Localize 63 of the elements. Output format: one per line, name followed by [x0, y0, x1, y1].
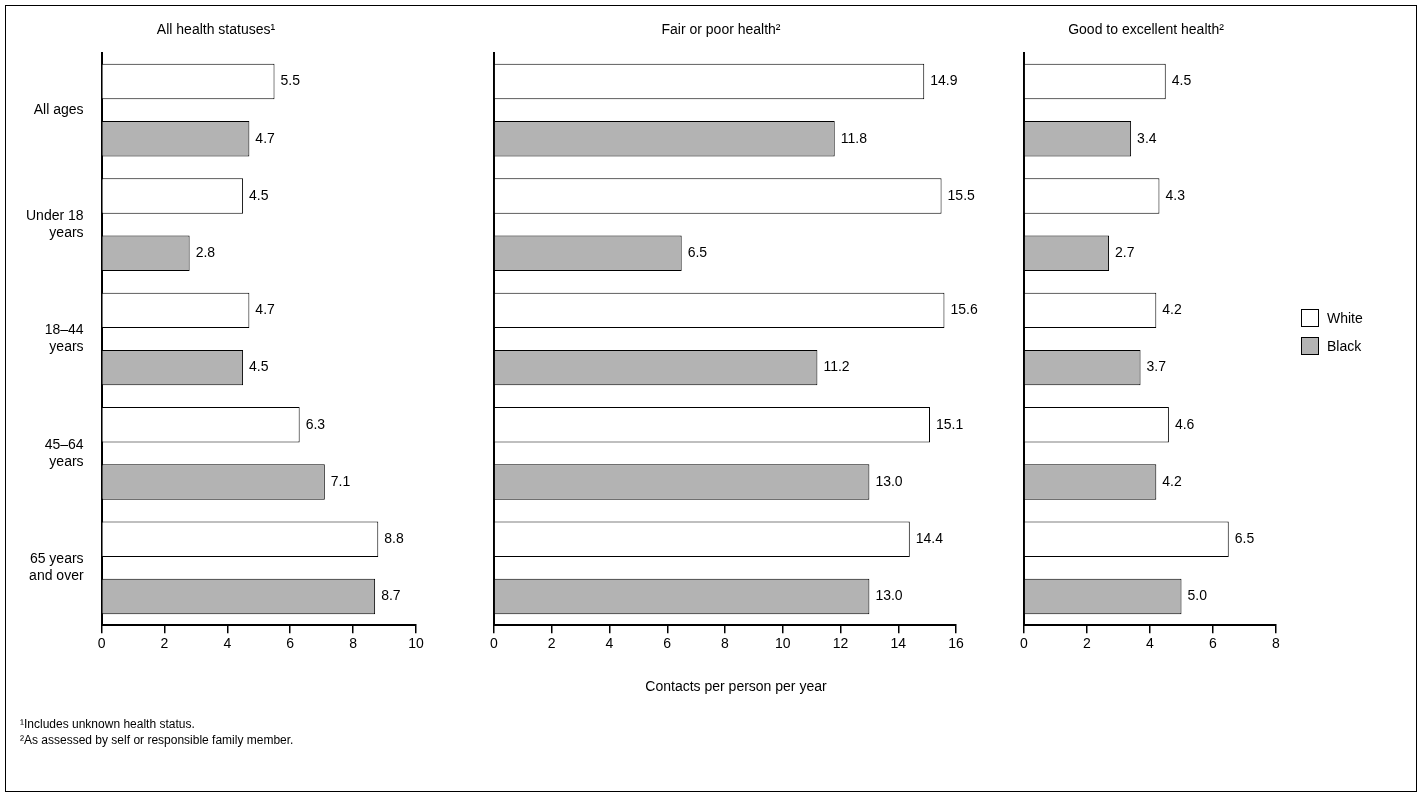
x-tick-label: 2 [160, 635, 169, 652]
data-label: 13.0 [875, 472, 903, 489]
x-tick-label: 2 [1083, 635, 1092, 652]
data-label: 4.2 [1162, 472, 1182, 489]
data-label: 8.8 [384, 530, 404, 547]
x-tick-label: 0 [1020, 635, 1029, 652]
x-tick-label: 14 [890, 635, 907, 652]
x-tick-label: 0 [97, 635, 106, 652]
y-tick-label: 18–44 years [44, 321, 84, 355]
data-label: 4.2 [1162, 301, 1182, 318]
data-label: 2.8 [195, 244, 216, 260]
data-label: 11.2 [823, 358, 850, 375]
data-label: 5.5 [280, 72, 301, 89]
data-label: 4.7 [255, 301, 276, 318]
x-tick-label: 10 [408, 635, 424, 652]
data-label: 4.5 [249, 358, 269, 375]
data-label: 13.0 [875, 587, 903, 604]
data-label: 4.5 [249, 186, 269, 203]
data-label: 4.3 [1165, 186, 1186, 203]
data-label: 6.3 [305, 415, 326, 432]
chart-title: All health statuses¹ [156, 21, 276, 38]
x-axis-title: Contacts per person per year [644, 678, 828, 694]
data-label: 14.4 [915, 530, 944, 547]
x-tick-label: 4 [605, 635, 614, 652]
x-tick-label: 8 [349, 635, 358, 652]
x-tick-label: 12 [832, 635, 849, 652]
chart-title: Good to excellent health² [1068, 21, 1225, 38]
chart-title: Fair or poor health² [661, 21, 781, 38]
data-label: 6.5 [687, 244, 708, 260]
data-label: 4.5 [1171, 72, 1192, 89]
x-tick-label: 4 [1146, 635, 1155, 652]
data-label: 11.8 [840, 129, 868, 146]
y-tick-label: All ages [33, 100, 84, 117]
y-tick-label: Under 18 years [26, 206, 84, 240]
text: ²As assessed by self or responsible family member. [20, 732, 294, 748]
data-label: 15.5 [947, 186, 976, 203]
data-label: 4.6 [1174, 415, 1195, 432]
legend-label: Black [1327, 338, 1362, 354]
data-label: 7.1 [330, 472, 351, 489]
data-label: 15.1 [936, 415, 964, 432]
data-label: 4.7 [255, 129, 276, 146]
x-tick-label: 10 [774, 635, 791, 652]
x-tick-label: 16 [948, 635, 964, 652]
data-label: 2.7 [1115, 244, 1135, 260]
x-tick-label: 4 [223, 635, 232, 652]
x-tick-label: 8 [1272, 635, 1281, 652]
x-tick-label: 2 [547, 635, 556, 652]
text: ¹Includes unknown health status. [20, 716, 196, 732]
x-tick-label: 8 [721, 635, 730, 652]
text: White [1327, 310, 1363, 326]
data-label: 6.5 [1234, 530, 1255, 547]
x-tick-label: 0 [490, 635, 499, 652]
y-tick-label: 45–64 years [44, 435, 84, 469]
y-tick-label: 65 years and over [29, 550, 84, 584]
data-label: 14.9 [930, 72, 958, 89]
data-label: 5.0 [1187, 587, 1208, 604]
data-label: 3.7 [1146, 358, 1167, 375]
data-label: 15.6 [950, 301, 978, 318]
x-tick-label: 6 [1209, 635, 1218, 652]
data-label: 3.4 [1137, 129, 1157, 146]
data-label: 8.7 [381, 587, 401, 604]
x-tick-label: 6 [663, 635, 672, 652]
x-tick-label: 6 [286, 635, 295, 652]
